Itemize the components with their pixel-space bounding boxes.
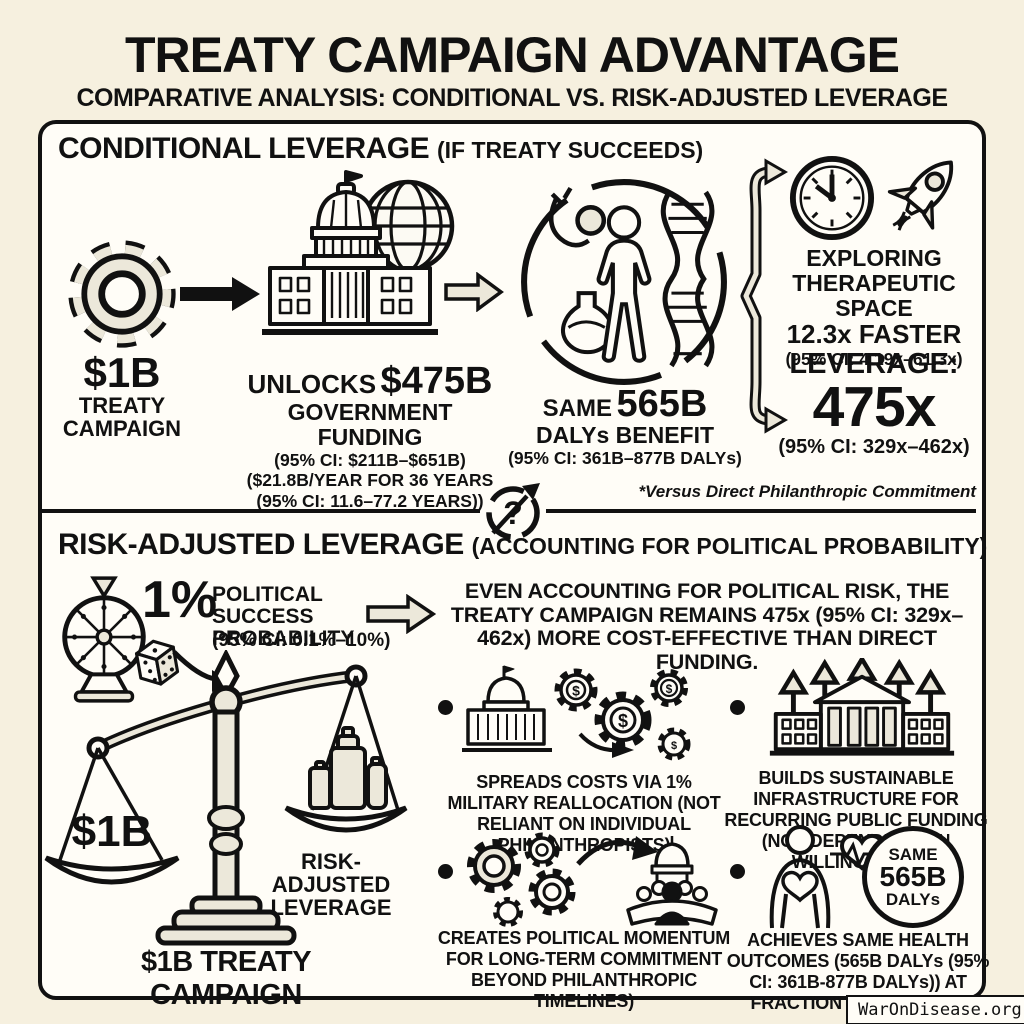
risk-headline: EVEN ACCOUNTING FOR POLITICAL RISK, THE … xyxy=(450,579,964,674)
capitol-globe-icon xyxy=(262,170,455,335)
question-glyph: ? xyxy=(503,495,523,531)
campaign-word2: CAMPAIGN xyxy=(62,416,182,442)
svg-text:$: $ xyxy=(671,740,677,752)
campaign-amount: $1B xyxy=(83,349,161,396)
speed-block: EXPLORING THERAPEUTIC SPACE 12.3x FASTER… xyxy=(756,246,992,370)
leverage-ci: (95% CI: 329x–462x) xyxy=(778,436,970,458)
unlocks-block: UNLOCKS $475B GOVERNMENT FUNDING (95% CI… xyxy=(240,362,500,512)
arrow-right-outline-icon xyxy=(444,272,504,312)
scale-caption: $1B TREATY CAMPAIGN xyxy=(140,946,312,1011)
brace-arrows-icon xyxy=(740,158,788,434)
gears-capitol-crowd-icon xyxy=(467,832,718,927)
leverage-value: 475x xyxy=(812,375,937,439)
conditional-heading: CONDITIONAL LEVERAGE (IF TREATY SUCCEEDS… xyxy=(58,132,703,166)
probability-value: 1% xyxy=(142,571,218,629)
conditional-heading-qualifier: (IF TREATY SUCCEEDS) xyxy=(436,137,704,163)
dalys-badge-line1: SAME xyxy=(888,845,938,864)
unlocks-amount: $475B xyxy=(380,360,493,402)
probability-ci: (95% CI: 0.1%–10%) xyxy=(212,630,391,651)
money-gear-3: $ xyxy=(650,669,688,707)
benefit-block: SAME 565B DALYs BENEFIT (95% CI: 361B–87… xyxy=(495,385,755,468)
risk-heading-qualifier: (ACCOUNTING FOR POLITICAL PROBABILITY) xyxy=(471,533,988,559)
dalys-badge: SAME 565B DALYs xyxy=(862,826,964,928)
arrow-right-icon xyxy=(180,277,260,311)
fortune-wheel-icon xyxy=(62,576,146,703)
health-research-icon xyxy=(521,179,727,385)
money-gear-2: $ xyxy=(594,691,652,749)
scale-left-amount: $1B xyxy=(71,807,153,856)
dalys-badge-line3: DALYs xyxy=(885,890,941,909)
unlocks-ci-years: (95% CI: 11.6–77.2 YEARS)) xyxy=(256,490,484,511)
brand-badge: WarOnDisease.org xyxy=(846,995,1024,1024)
money-gear-1: $ xyxy=(554,668,598,712)
bullet-dot-1 xyxy=(438,700,453,715)
clock-icon xyxy=(789,155,875,241)
dice-icon xyxy=(134,639,180,686)
bullet-dot-2 xyxy=(730,700,745,715)
scale-right-label: RISK-ADJUSTED LEVERAGE xyxy=(270,849,392,921)
leverage-label: LEVERAGE: xyxy=(789,348,959,380)
leverage-block: LEVERAGE: 475x (95% CI: 329x–462x) xyxy=(756,350,992,459)
benefit-label: DALYs BENEFIT xyxy=(535,422,715,448)
bullet-dot-4 xyxy=(730,864,745,879)
unlocks-prefix: UNLOCKS xyxy=(247,369,377,399)
speed-line1: EXPLORING xyxy=(806,245,942,271)
svg-text:$: $ xyxy=(666,682,673,696)
conditional-heading-text: CONDITIONAL LEVERAGE xyxy=(58,132,430,165)
unlocks-target: GOVERNMENT FUNDING xyxy=(287,399,453,450)
bullet-dot-3 xyxy=(438,864,453,879)
campaign-word1: TREATY xyxy=(78,393,166,418)
gear-icon xyxy=(68,240,176,348)
benefit-prefix: SAME xyxy=(542,395,613,422)
page-title: TREATY CAMPAIGN ADVANTAGE xyxy=(124,27,900,83)
speed-line2: THERAPEUTIC SPACE xyxy=(792,269,956,321)
dalys-badge-line2: 565B xyxy=(879,861,947,892)
campaign-label: $1B TREATY CAMPAIGN xyxy=(42,349,202,442)
balance-scale-icon xyxy=(44,650,408,946)
section-divider-left xyxy=(42,509,480,513)
section-divider-right xyxy=(546,509,976,513)
page-subtitle: COMPARATIVE ANALYSIS: CONDITIONAL VS. RI… xyxy=(76,84,948,112)
benefit-ci: (95% CI: 361B–877B DALYs) xyxy=(508,447,742,468)
speed-line3: 12.3x FASTER xyxy=(786,319,962,350)
bank-growth-icon xyxy=(769,658,955,756)
capitol-money-gears-icon: $ $ $ $ xyxy=(462,665,691,761)
risk-heading: RISK-ADJUSTED LEVERAGE (ACCOUNTING FOR P… xyxy=(58,528,987,562)
speed-ci: (95% CI: 4.19x–61.3x) xyxy=(785,349,963,370)
rocket-icon xyxy=(887,160,954,231)
money-gear-4: $ xyxy=(657,727,691,761)
probability-label: POLITICAL SUCCESS PROBABILITY xyxy=(212,583,355,651)
question-uncertainty-icon: ? xyxy=(486,483,540,540)
risk-heading-text: RISK-ADJUSTED LEVERAGE xyxy=(58,528,464,561)
svg-text:$: $ xyxy=(618,711,628,731)
bullet-3-text: CREATES POLITICAL MOMENTUM FOR LONG-TERM… xyxy=(437,928,731,1011)
footnote: *Versus Direct Philanthropic Commitment xyxy=(638,482,976,501)
bullet-1-text: SPREADS COSTS VIA 1% MILITARY REALLOCATI… xyxy=(447,772,721,855)
unlocks-per-year: ($21.8B/YEAR FOR 36 YEARS xyxy=(246,470,494,491)
benefit-amount: 565B xyxy=(616,383,708,425)
unlocks-ci-amount: (95% CI: $211B–$651B) xyxy=(274,449,466,470)
arrow-right-outline-icon-2 xyxy=(366,594,436,634)
svg-text:$: $ xyxy=(572,683,580,699)
